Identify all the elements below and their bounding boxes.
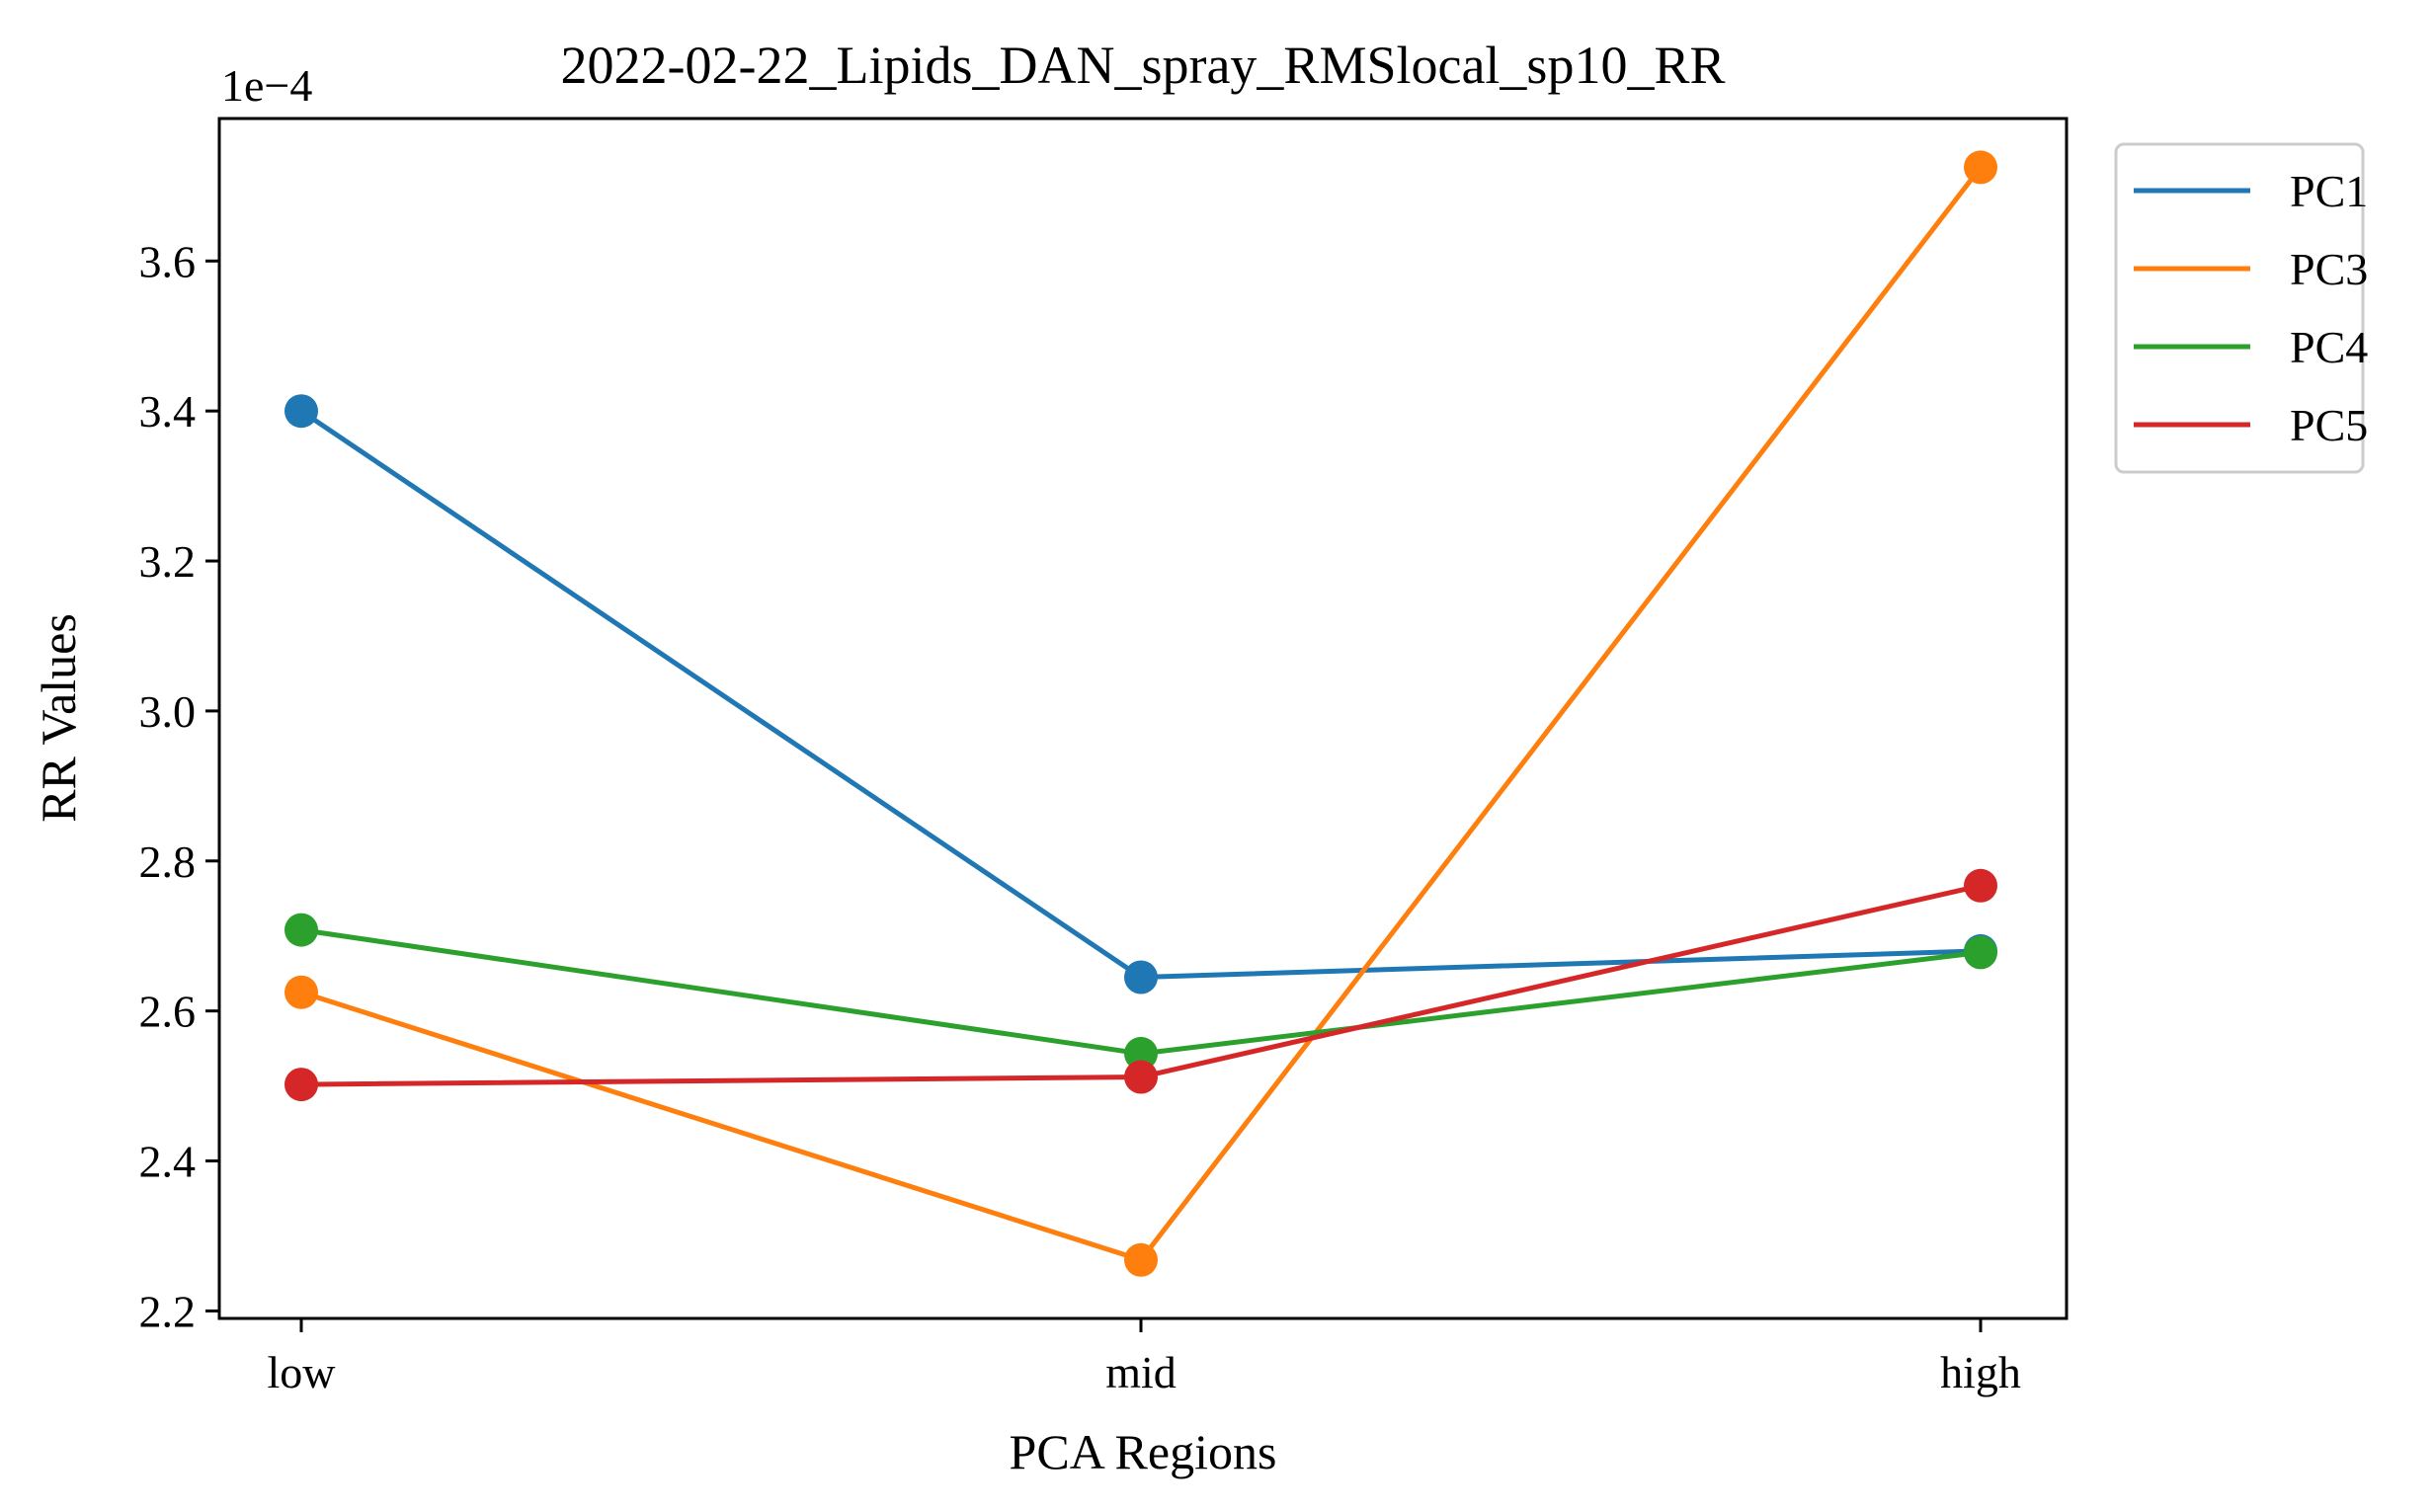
data-point-pc5 bbox=[284, 1068, 318, 1102]
y-tick-label: 3.0 bbox=[139, 686, 197, 737]
x-tick-label: low bbox=[268, 1347, 337, 1397]
data-point-pc4 bbox=[284, 913, 318, 947]
plot-area-frame bbox=[217, 117, 2069, 1320]
legend-label-pc4: PC4 bbox=[2290, 322, 2368, 372]
legend-label-pc1: PC1 bbox=[2290, 166, 2368, 216]
data-point-pc3 bbox=[1124, 1242, 1158, 1277]
y-offset-label: 1e−4 bbox=[221, 60, 312, 111]
y-tick-label: 3.2 bbox=[139, 536, 197, 587]
x-axis-label: PCA Regions bbox=[1010, 1424, 1277, 1479]
data-point-pc3 bbox=[1964, 150, 1997, 185]
legend: PC1 PC3 PC4 PC5 bbox=[2114, 142, 2368, 474]
x-tick-label: high bbox=[1940, 1347, 2021, 1397]
legend-label-pc3: PC3 bbox=[2290, 244, 2368, 294]
data-point-pc1 bbox=[1124, 960, 1158, 995]
data-point-pc3 bbox=[284, 975, 318, 1009]
series-pc4 bbox=[284, 913, 1997, 1071]
legend-label-pc5: PC5 bbox=[2290, 400, 2368, 450]
y-tick-label: 2.8 bbox=[139, 836, 197, 887]
legend-frame bbox=[2114, 142, 2365, 474]
series-layer bbox=[284, 150, 1997, 1277]
x-axis-ticks: low mid high bbox=[268, 1318, 2021, 1397]
y-tick-label: 2.2 bbox=[139, 1286, 197, 1336]
y-axis-ticks: 2.2 2.4 2.6 2.8 3.0 3.2 3.4 3.6 bbox=[139, 236, 219, 1336]
data-point-pc4 bbox=[1124, 1036, 1158, 1071]
data-point-pc5 bbox=[1964, 868, 1997, 903]
y-tick-label: 3.4 bbox=[139, 386, 197, 437]
chart-title: 2022-02-22_Lipids_DAN_spray_RMSlocal_sp1… bbox=[561, 36, 1726, 95]
y-tick-label: 2.4 bbox=[139, 1137, 197, 1187]
data-point-pc5 bbox=[1124, 1060, 1158, 1094]
y-axis-label: RR Values bbox=[31, 613, 86, 823]
data-point-pc4 bbox=[1964, 935, 1997, 970]
y-tick-label: 2.6 bbox=[139, 987, 197, 1037]
data-point-pc1 bbox=[284, 394, 318, 429]
series-pc5 bbox=[284, 868, 1997, 1102]
x-tick-label: mid bbox=[1105, 1347, 1177, 1397]
y-tick-label: 3.6 bbox=[139, 236, 197, 286]
